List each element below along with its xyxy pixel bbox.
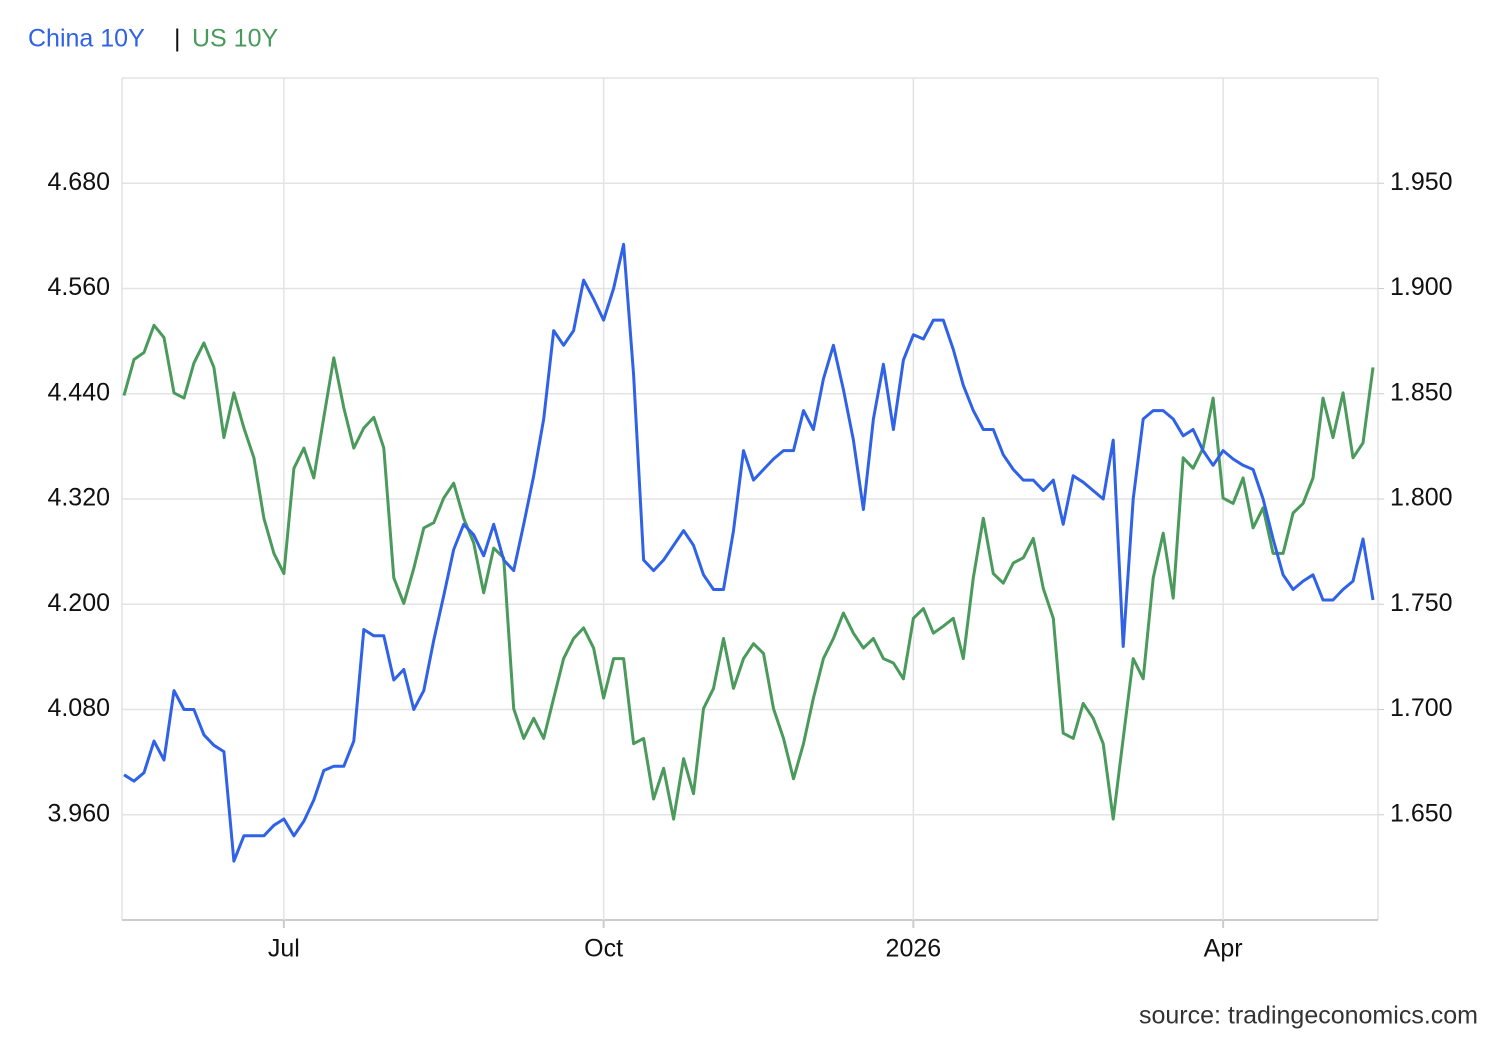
y-tick-label: 4.080	[47, 694, 110, 722]
x-tick-label: Jul	[268, 935, 300, 963]
x-tick-label: Apr	[1204, 935, 1243, 963]
y-tick-label: 4.680	[47, 168, 110, 196]
y2-tick-label: 1.700	[1390, 694, 1453, 722]
y-tick-label: 4.200	[47, 589, 110, 617]
x-tick-label: 2026	[886, 935, 942, 963]
source: source: tradingeconomics.com	[1139, 1002, 1478, 1030]
y2-tick-label: 1.900	[1390, 273, 1453, 301]
y2-tick-label: 1.650	[1390, 799, 1453, 827]
series-line	[123, 242, 1375, 863]
x-tick-label: Oct	[584, 935, 623, 963]
legend-item: US 10Y	[192, 25, 278, 53]
series-line	[122, 323, 1375, 821]
y2-tick-label: 1.850	[1390, 378, 1453, 406]
y2-tick-label: 1.750	[1390, 589, 1453, 617]
y-tick-label: 3.960	[47, 799, 110, 827]
y-tick-label: 4.440	[47, 378, 110, 406]
y-tick-label: 4.320	[47, 484, 110, 512]
y-tick-label: 4.560	[47, 273, 110, 301]
legend-item: China 10Y	[28, 25, 145, 53]
legend-separator: |	[174, 25, 181, 53]
y2-tick-label: 1.950	[1390, 168, 1453, 196]
y2-tick-label: 1.800	[1390, 484, 1453, 512]
